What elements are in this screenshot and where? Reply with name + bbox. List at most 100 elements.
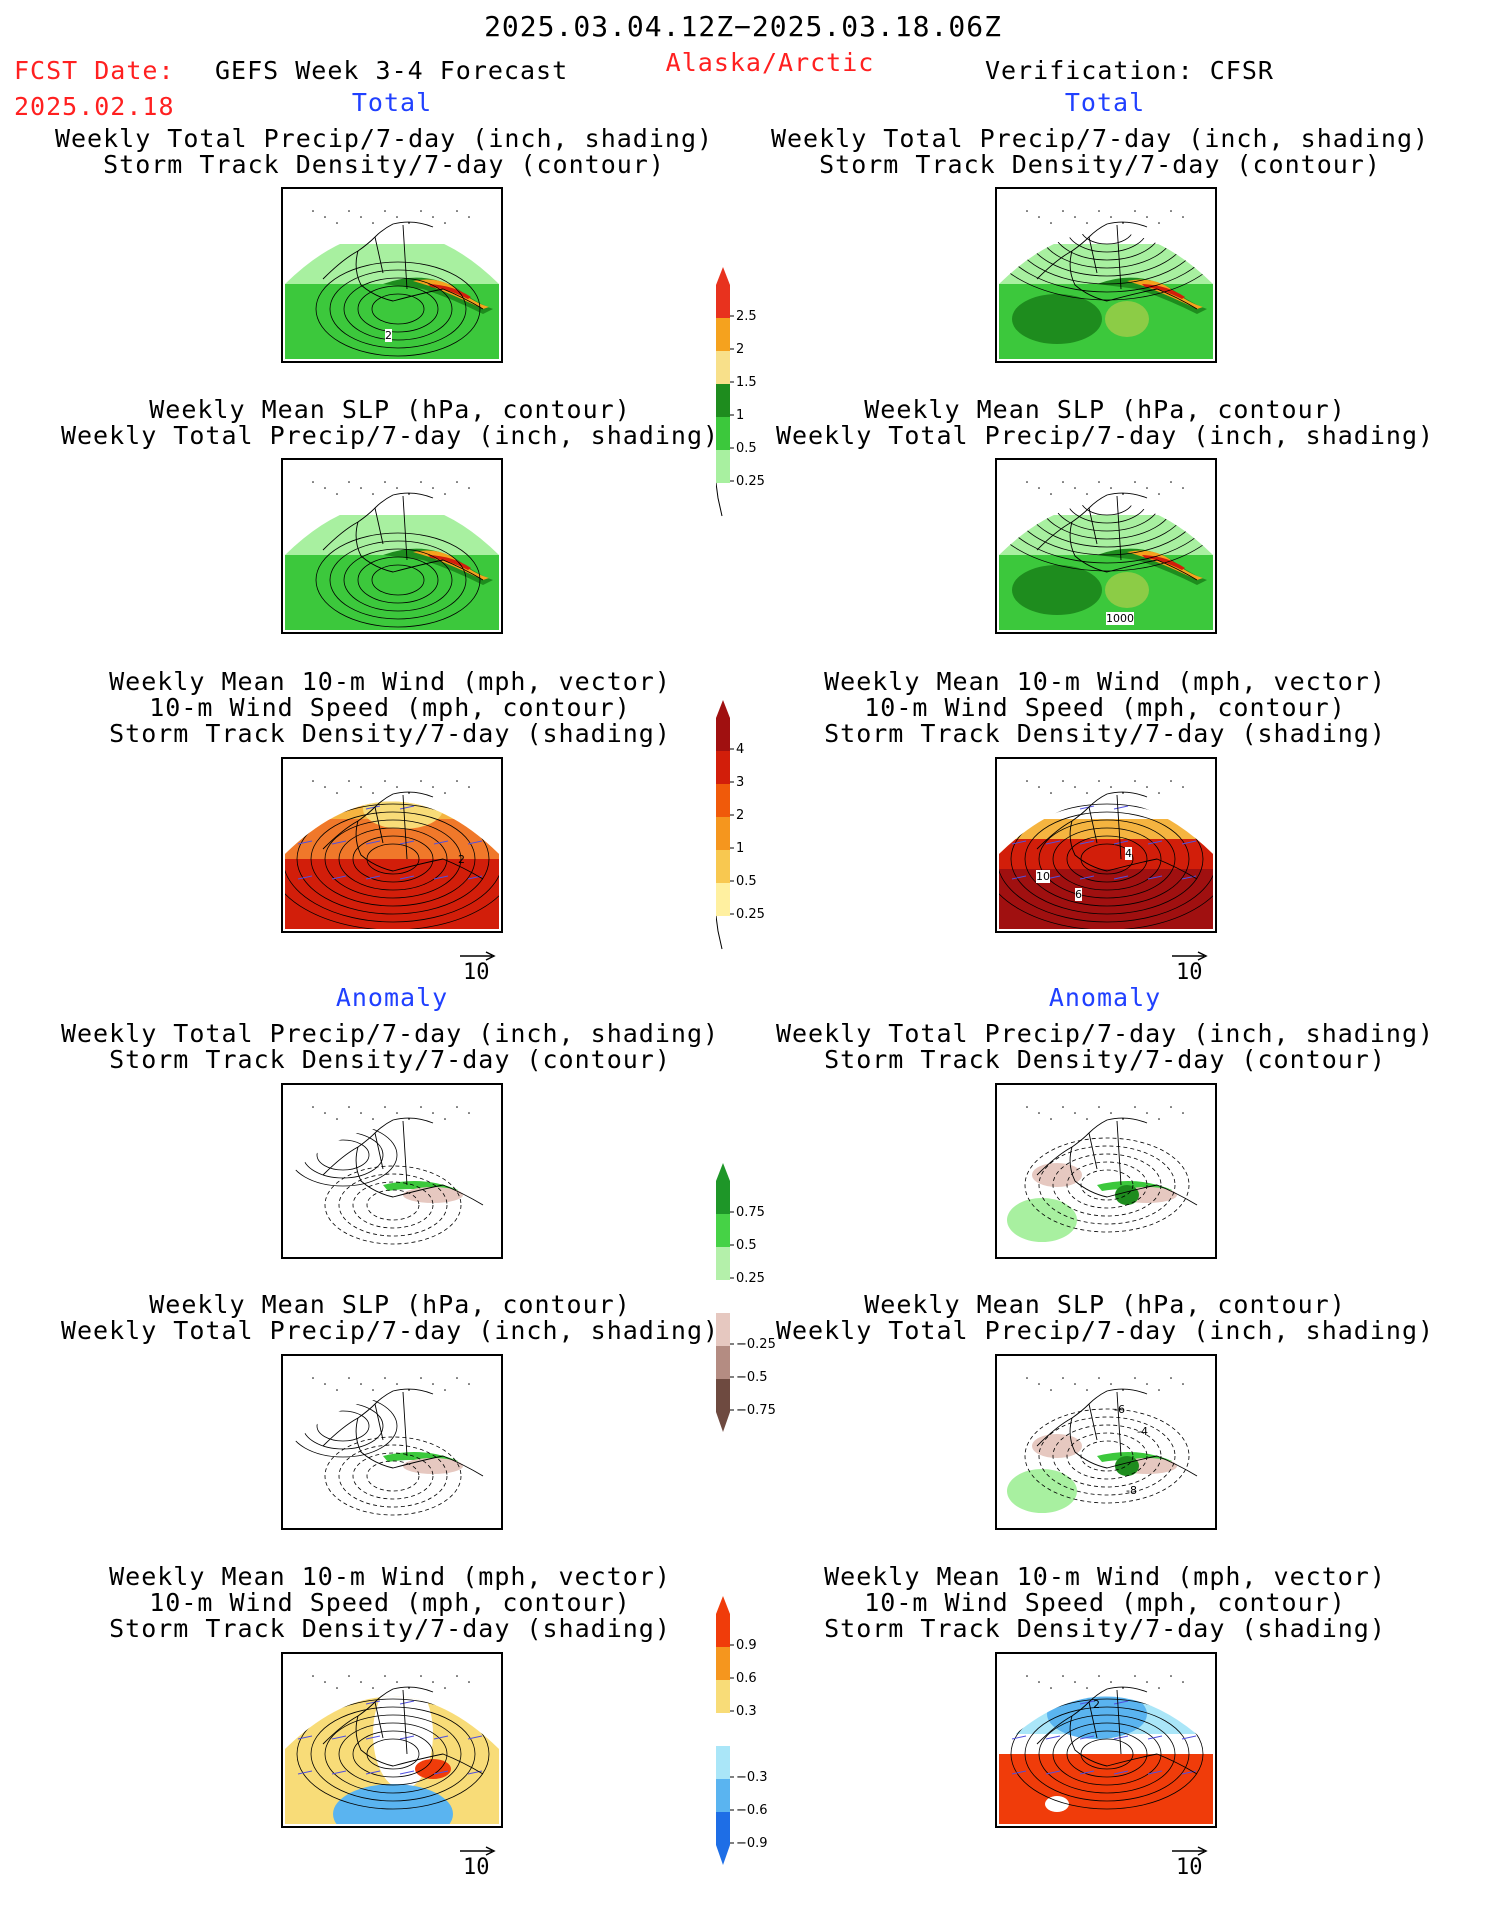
region-title: Alaska/Arctic <box>665 48 875 77</box>
lat-lon-dot <box>324 1681 326 1683</box>
contour-line <box>310 1706 476 1802</box>
contour-line <box>352 1452 434 1500</box>
colorbar-swatch <box>716 1680 730 1713</box>
contour-line <box>1038 819 1176 899</box>
coastline <box>322 1686 484 1775</box>
map-fill-layer <box>285 801 499 929</box>
wind-vector <box>433 875 449 880</box>
colorbar-label: 0.5 <box>736 441 757 456</box>
lat-lon-dot <box>396 786 398 788</box>
lat-lon-dot <box>324 786 326 788</box>
contour-line <box>999 801 1213 923</box>
lat-lon-dot <box>1026 1675 1028 1677</box>
wind-vector <box>1181 875 1197 880</box>
colorbar-label: 0.25 <box>736 907 765 922</box>
lat-lon-dot <box>1050 792 1052 794</box>
lat-lon-dot <box>384 780 386 782</box>
colorbar-triangle <box>716 1596 730 1614</box>
colorbar-swatch <box>716 285 730 318</box>
title-fcst-anom-precip-storm: Weekly Total Precip/7-day (inch, shading… <box>60 1019 720 1074</box>
lat-lon-dot <box>1134 780 1136 782</box>
colorbar-swatch <box>716 1214 730 1247</box>
contour-line <box>366 1460 420 1492</box>
colorbar-label: 1 <box>736 841 744 856</box>
coastline <box>1036 1686 1198 1775</box>
lat-lon-dot <box>384 1106 386 1108</box>
map-fill-layer <box>285 515 499 630</box>
contour-line <box>352 1730 434 1778</box>
contour-line <box>1038 1416 1176 1496</box>
lat-lon-dot <box>1074 1383 1076 1385</box>
map-fill-layer <box>999 502 1213 630</box>
lat-lon-dot <box>312 210 314 212</box>
lat-lon-dot <box>456 1377 458 1379</box>
lat-lon-dot <box>1098 1675 1100 1677</box>
wind-vector <box>1079 1735 1095 1740</box>
lat-lon-dot <box>1062 780 1064 782</box>
lat-lon-dot <box>372 1687 374 1689</box>
lat-lon-dot <box>396 487 398 489</box>
lat-lon-dot <box>348 1106 350 1108</box>
contour-line <box>371 564 425 596</box>
map-fcst-wind-storm <box>281 757 503 933</box>
title-fcst-anom-wind-storm: Weekly Mean 10-m Wind (mph, vector) 10-m … <box>109 1562 671 1643</box>
coastline <box>322 221 484 310</box>
lat-lon-dot <box>468 1383 470 1385</box>
lat-lon-dot <box>1038 487 1040 489</box>
lat-lon-dot <box>324 1383 326 1385</box>
lat-lon-dot <box>1086 1687 1088 1689</box>
contour-line <box>324 1714 462 1794</box>
anomaly-shading <box>999 1754 1213 1824</box>
title-ver-anom-wind-storm: Weekly Mean 10-m Wind (mph, vector) 10-m … <box>824 1562 1386 1643</box>
contour-line <box>1080 1738 1134 1770</box>
wind-vector <box>297 840 313 845</box>
title-ver-slp-precip: Weekly Mean SLP (hPa, contour) Weekly Tot… <box>775 395 1435 450</box>
lat-lon-dot <box>1086 1118 1088 1120</box>
lat-lon-dot <box>444 1389 446 1391</box>
wind-vector <box>399 1735 415 1740</box>
contour-line <box>324 819 462 899</box>
contour-line <box>999 231 1213 301</box>
anomaly-shading <box>1007 1198 1077 1242</box>
colorbar-swatch <box>716 1746 730 1779</box>
contour-line <box>1024 1408 1190 1504</box>
wind-vector <box>1113 840 1129 845</box>
title-ver-precip-storm: Weekly Total Precip/7-day (inch, shading… <box>770 124 1430 179</box>
colorbar-label: 0.5 <box>736 1238 757 1253</box>
lat-lon-dot <box>432 1383 434 1385</box>
contour-line <box>1080 1169 1134 1201</box>
contour-label: -6 <box>1114 1403 1125 1416</box>
colorbar-swatch <box>716 784 730 817</box>
contour-line <box>1024 1706 1190 1802</box>
lat-lon-dot <box>336 792 338 794</box>
colorbar-swatch <box>716 1379 730 1412</box>
colorbar-swatch <box>716 850 730 883</box>
lat-lon-dot <box>1158 1687 1160 1689</box>
wind-vector <box>467 1735 483 1740</box>
map-fcst-anom-wind-storm <box>281 1652 503 1828</box>
wind-vector <box>331 840 347 845</box>
map-fill-layer <box>285 1696 499 1824</box>
lat-lon-dot <box>360 1112 362 1114</box>
lat-lon-dot <box>1110 1383 1112 1385</box>
colorbar-label: 0.25 <box>736 474 765 489</box>
coastline <box>1036 1388 1198 1477</box>
contour-line <box>338 1722 448 1786</box>
wind-vector <box>1147 1735 1163 1740</box>
contour-label: -8 <box>1126 1484 1137 1497</box>
contour-line <box>1066 1161 1148 1209</box>
lat-lon-dot <box>1170 1377 1172 1379</box>
lat-lon-dot <box>432 487 434 489</box>
wind-vector <box>1113 1770 1129 1775</box>
map-fcst-anom-slp-precip <box>281 1354 503 1530</box>
contour-line <box>310 811 476 907</box>
lat-lon-dot <box>372 792 374 794</box>
colorbar-label: 4 <box>736 742 744 757</box>
map-ver-wind-storm <box>995 757 1217 933</box>
lat-lon-dot <box>1146 1383 1148 1385</box>
precip-shading <box>428 555 471 570</box>
coastline <box>322 1388 484 1477</box>
colorbar-precip-anomaly: 0.75 0.5 0.25 −0.25 −0.5 −0.75 <box>716 1163 786 1452</box>
lat-lon-dot <box>1158 1389 1160 1391</box>
lat-lon-dot <box>396 1112 398 1114</box>
